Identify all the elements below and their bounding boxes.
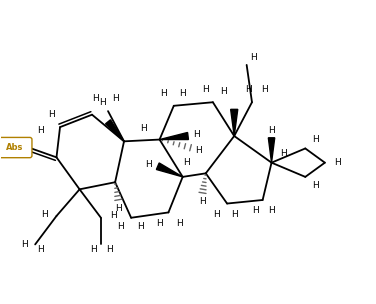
Text: H: H — [312, 181, 319, 190]
Text: H: H — [99, 98, 106, 107]
Text: H: H — [91, 245, 97, 254]
Text: H: H — [136, 222, 143, 231]
Text: H: H — [250, 53, 257, 62]
Text: H: H — [92, 94, 99, 103]
Text: H: H — [195, 146, 202, 155]
Text: H: H — [176, 219, 182, 228]
Text: H: H — [194, 130, 200, 139]
Text: H: H — [252, 206, 259, 215]
Polygon shape — [156, 163, 183, 177]
Text: H: H — [280, 149, 287, 158]
Text: H: H — [161, 89, 167, 98]
Polygon shape — [268, 138, 275, 163]
Text: H: H — [37, 245, 44, 254]
Text: H: H — [261, 85, 268, 94]
Text: H: H — [37, 126, 44, 135]
Polygon shape — [230, 109, 238, 136]
Text: H: H — [21, 240, 28, 249]
Text: H: H — [245, 85, 252, 94]
Text: H: H — [117, 222, 124, 231]
Text: H: H — [179, 89, 186, 98]
Polygon shape — [106, 120, 124, 141]
Text: H: H — [106, 245, 113, 254]
Text: H: H — [199, 197, 206, 206]
Text: H: H — [334, 158, 341, 167]
Text: H: H — [115, 204, 122, 213]
Text: H: H — [202, 85, 209, 94]
FancyBboxPatch shape — [0, 137, 32, 158]
Text: H: H — [110, 212, 117, 220]
Text: Abs: Abs — [6, 143, 23, 152]
Text: H: H — [268, 206, 275, 215]
Text: H: H — [112, 94, 118, 103]
Text: H: H — [156, 219, 163, 228]
Text: H: H — [231, 210, 238, 219]
Text: H: H — [48, 110, 55, 119]
Text: H: H — [268, 126, 275, 135]
Text: H: H — [146, 160, 152, 169]
Text: H: H — [312, 135, 319, 144]
Text: H: H — [213, 210, 220, 219]
Text: H: H — [140, 124, 147, 133]
Text: H: H — [220, 87, 227, 96]
Text: H: H — [41, 210, 47, 219]
Polygon shape — [159, 133, 188, 140]
Text: H: H — [183, 158, 190, 167]
